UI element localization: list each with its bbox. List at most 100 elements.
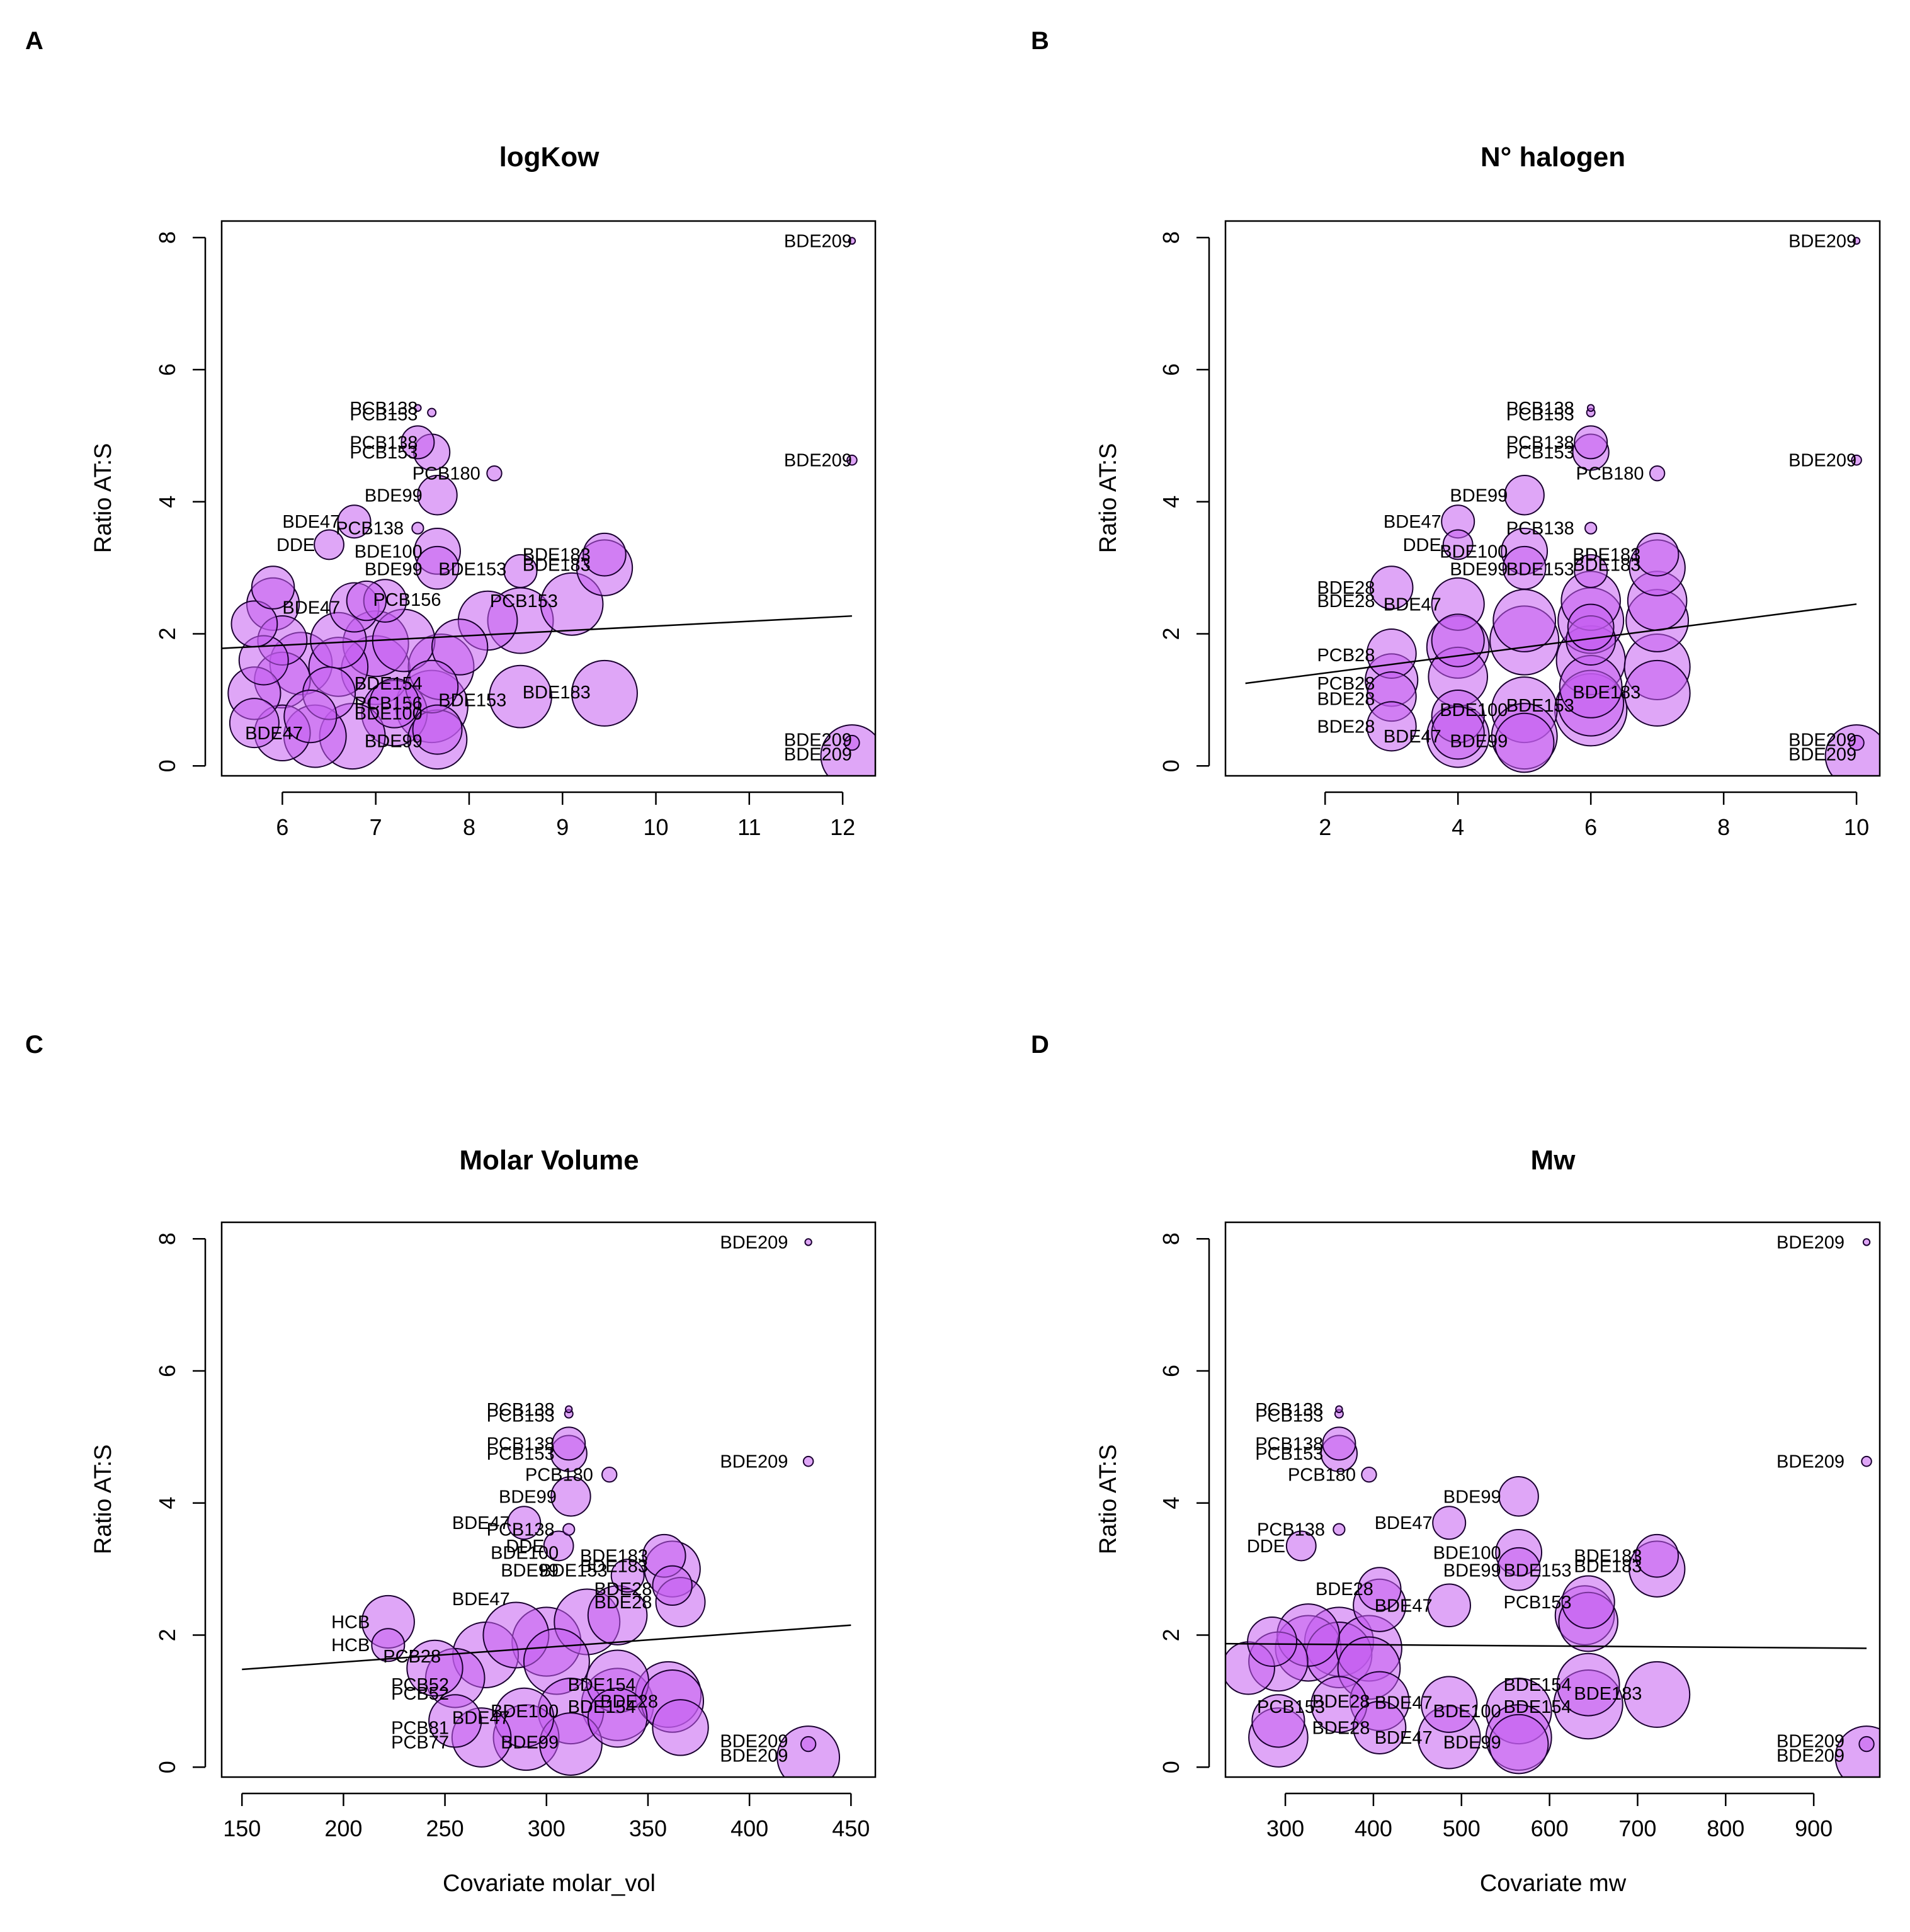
point-label: BDE47	[1375, 1693, 1433, 1713]
data-point: BDE99	[1502, 545, 1547, 590]
point-label: HCB	[331, 1635, 370, 1656]
point-label: PCB138	[1255, 1400, 1323, 1420]
point-label: PCB180	[1288, 1465, 1356, 1486]
data-point: BDE28	[652, 1699, 709, 1756]
data-point: PCB101	[1492, 589, 1557, 652]
x-tick-label: 11	[737, 814, 761, 840]
data-point: PCB28	[229, 698, 280, 749]
point-label: BDE99	[501, 1732, 559, 1753]
data-point: BDE153	[1561, 1575, 1615, 1629]
data-point: BDE183	[1623, 1661, 1691, 1728]
point-label: PCB153	[487, 1444, 555, 1464]
x-tick-label: 700	[1618, 1816, 1656, 1841]
data-point: BDE99	[1498, 1476, 1539, 1517]
data-point: PCB180	[601, 1466, 618, 1483]
point-label: BDE153	[539, 1561, 607, 1581]
point-label: BDE47	[452, 1589, 510, 1610]
x-tick-label: 9	[556, 814, 569, 840]
y-tick-label: 0	[1158, 759, 1184, 772]
plot-frame	[1224, 220, 1881, 777]
data-point: BDE153	[503, 554, 538, 588]
data-point: PCB81	[283, 690, 338, 744]
data-point: BDE209	[848, 237, 856, 245]
point-label: BDE99	[1443, 1487, 1501, 1507]
data-point: PCB180	[346, 580, 387, 622]
point-label: BDE209	[720, 1746, 788, 1766]
point-label: PCB138	[1255, 1434, 1323, 1454]
y-tick-label: 2	[1158, 627, 1184, 640]
point-label: BDE183	[1574, 1684, 1642, 1704]
data-point: HCB	[1247, 1616, 1298, 1667]
data-point: PCB77	[1431, 706, 1485, 760]
point-label: PCB52	[391, 1684, 449, 1704]
x-tick-label: 900	[1795, 1816, 1833, 1841]
x-tick-label: 12	[830, 814, 855, 840]
data-point: BDE209	[800, 1736, 817, 1753]
x-tick-label: 400	[1355, 1816, 1392, 1841]
point-label: PCB156	[355, 694, 423, 714]
point-label: BDE28	[1317, 578, 1375, 598]
data-point: BDE209	[1861, 1455, 1872, 1467]
point-label: BDE209	[784, 730, 852, 750]
point-label: BDE153	[438, 560, 506, 580]
data-point: BDE99	[417, 475, 458, 516]
point-label: BDE209	[1776, 1232, 1845, 1253]
y-tick-label: 6	[154, 363, 180, 376]
data-point: PCB180	[1361, 1466, 1377, 1483]
data-point: BDE183	[571, 659, 638, 727]
data-point: BDE183	[1635, 1533, 1680, 1578]
data-point: BDE99	[412, 704, 463, 755]
data-point: PCB138	[414, 404, 422, 412]
point-label: BDE99	[365, 731, 423, 751]
chart-title: Mw	[1531, 1145, 1576, 1176]
y-tick-label: 0	[154, 759, 180, 772]
point-label: BDE28	[594, 1593, 652, 1613]
point-label: BDE28	[594, 1579, 652, 1600]
point-label: BDE47	[282, 598, 340, 618]
point-label: PCB138	[350, 399, 418, 419]
point-label: BDE183	[1574, 1556, 1642, 1576]
plot-frame	[220, 220, 877, 777]
regression-line	[242, 1624, 851, 1671]
plot-area: PCB138BDE153PCB118PCB153PCB180BDE183BDE1…	[1225, 1232, 1880, 1777]
point-label: BDE209	[1788, 451, 1856, 471]
data-point: PCB81	[1251, 1694, 1305, 1748]
point-label: BDE209	[1788, 730, 1856, 750]
data-point: BDE209	[844, 734, 860, 751]
data-point: BDE99	[1488, 1713, 1549, 1775]
x-tick-label: 300	[528, 1816, 566, 1841]
data-point: BDE28	[251, 565, 295, 610]
point-label: BDE209	[784, 231, 852, 251]
x-tick-label: 450	[832, 1816, 870, 1841]
point-label: PCB153	[1257, 1697, 1325, 1717]
point-label: BDE47	[282, 512, 340, 532]
data-point: PCB81	[428, 1694, 482, 1748]
point-label: DDE	[1403, 535, 1441, 555]
point-label: BDE28	[1316, 1579, 1373, 1600]
point-label: BDE183	[1572, 683, 1640, 703]
data-point: PCB138	[552, 1426, 586, 1461]
point-label: BDE183	[523, 555, 591, 575]
y-tick-label: 2	[154, 627, 180, 640]
data-point: BDE209	[1851, 454, 1862, 466]
point-label: BDE47	[1375, 1513, 1433, 1533]
point-label: PCB28	[1317, 674, 1375, 694]
x-tick-label: 10	[644, 814, 669, 840]
point-label: BDE99	[1450, 731, 1508, 751]
y-tick-label: 6	[154, 1365, 180, 1377]
x-tick-label: 8	[1717, 814, 1730, 840]
point-label: PCB153	[487, 1406, 555, 1426]
point-label: PCB28	[383, 1647, 441, 1667]
y-axis-label: Ratio AT:S	[1095, 1445, 1122, 1555]
data-point: DDE	[1442, 529, 1474, 560]
x-tick-label: 500	[1443, 1816, 1481, 1841]
point-label: PCB180	[1576, 464, 1644, 484]
point-label: PCB77	[391, 1732, 449, 1753]
x-tick-label: 2	[1319, 814, 1331, 840]
point-label: BDE154	[1504, 1697, 1572, 1717]
plot-area: BDE154PCB101BDE154PCB153PCB180BDE183BDE1…	[222, 231, 875, 776]
point-label: BDE100	[355, 542, 423, 562]
